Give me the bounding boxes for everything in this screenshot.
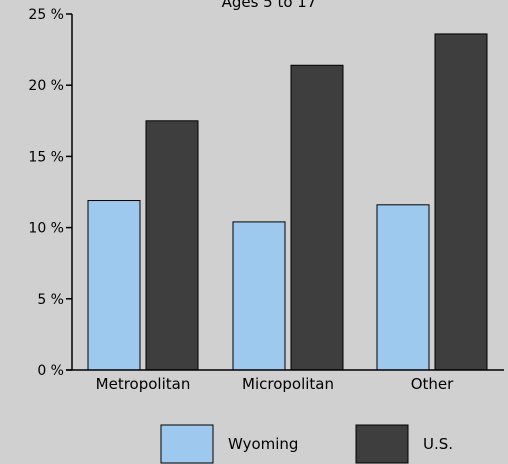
y-tick-label: 25 %: [28, 7, 64, 23]
y-axis: 0 % 5 % 10 % 15 % 20 % 25 %: [28, 7, 73, 379]
y-tick-label: 10 %: [28, 221, 64, 237]
y-tick-label: 20 %: [28, 78, 64, 94]
y-tick-label: 0 %: [37, 363, 64, 379]
x-tick-label: Other: [411, 375, 454, 393]
bar-wyoming-other: [376, 204, 430, 371]
y-tick-label: 5 %: [37, 292, 64, 308]
legend-label: Wyoming: [228, 435, 298, 453]
x-tick-label: Micropolitan: [242, 375, 334, 393]
legend-swatch-wyoming: [160, 424, 214, 464]
bar-wyoming-micropolitan: [232, 221, 286, 371]
chart-subtitle: Ages 5 to 17: [222, 0, 317, 11]
x-tick-label: Metropolitan: [96, 375, 191, 393]
legend: Wyoming U.S.: [160, 424, 453, 464]
bar-wyoming-metropolitan: [87, 200, 141, 371]
x-axis: Metropolitan Micropolitan Other: [66, 369, 504, 393]
bar-u-s--metropolitan: [145, 120, 199, 371]
y-tick-label: 15 %: [28, 149, 64, 165]
legend-swatch-u-s-: [355, 424, 409, 464]
plot-area: [87, 33, 488, 371]
bar-u-s--other: [434, 33, 488, 371]
legend-label: U.S.: [423, 435, 453, 453]
bar-u-s--micropolitan: [290, 64, 344, 371]
